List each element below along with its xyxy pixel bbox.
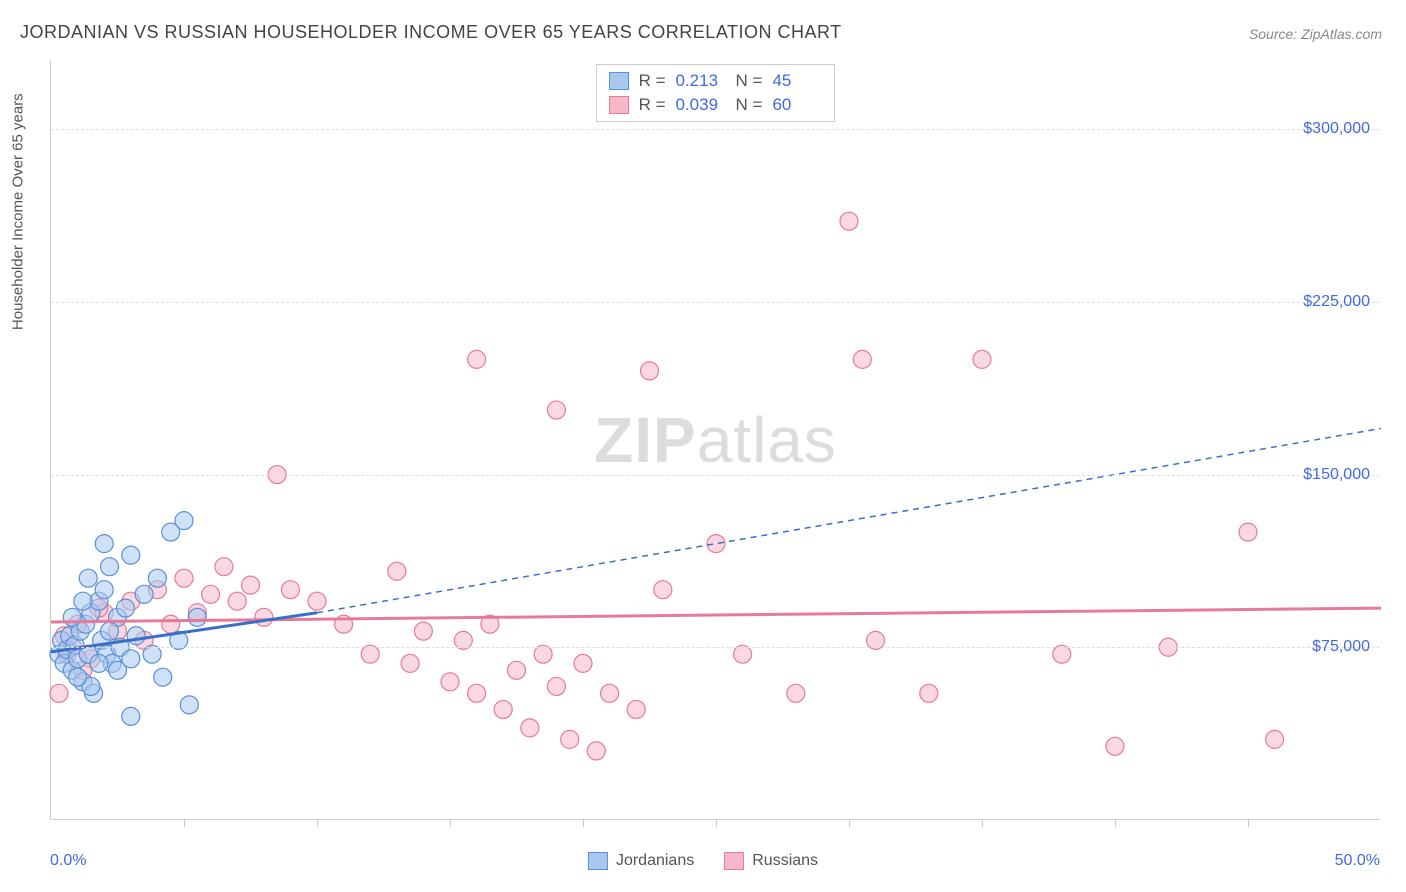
x-tick bbox=[583, 819, 584, 827]
legend-label-jordanians: Jordanians bbox=[616, 852, 694, 870]
x-tick bbox=[1115, 819, 1116, 827]
data-point bbox=[135, 585, 153, 603]
data-point bbox=[547, 677, 565, 695]
data-point bbox=[79, 569, 97, 587]
data-point bbox=[547, 401, 565, 419]
data-point bbox=[1106, 737, 1124, 755]
data-point bbox=[69, 668, 87, 686]
data-point bbox=[122, 650, 140, 668]
data-point bbox=[508, 661, 526, 679]
y-tick-label: $150,000 bbox=[1303, 466, 1370, 484]
data-point bbox=[920, 684, 938, 702]
data-point bbox=[441, 673, 459, 691]
chart-title: JORDANIAN VS RUSSIAN HOUSEHOLDER INCOME … bbox=[20, 22, 842, 43]
data-point bbox=[853, 350, 871, 368]
x-tick bbox=[716, 819, 717, 827]
data-point bbox=[162, 615, 180, 633]
data-point bbox=[641, 362, 659, 380]
y-tick-label: $75,000 bbox=[1312, 638, 1370, 656]
data-point bbox=[90, 654, 108, 672]
chart-svg bbox=[51, 60, 1380, 819]
x-tick bbox=[982, 819, 983, 827]
stats-box: R = 0.213 N = 45 R = 0.039 N = 60 bbox=[596, 64, 836, 122]
data-point bbox=[414, 622, 432, 640]
y-tick-label: $225,000 bbox=[1303, 293, 1370, 311]
data-point bbox=[122, 707, 140, 725]
data-point bbox=[242, 576, 260, 594]
data-point bbox=[116, 599, 134, 617]
data-point bbox=[308, 592, 326, 610]
data-point bbox=[188, 608, 206, 626]
data-point bbox=[95, 581, 113, 599]
data-point bbox=[707, 535, 725, 553]
trendline-russians bbox=[51, 608, 1381, 622]
data-point bbox=[50, 684, 68, 702]
data-point bbox=[95, 535, 113, 553]
data-point bbox=[654, 581, 672, 599]
legend-swatch-russians bbox=[724, 852, 744, 870]
data-point bbox=[561, 730, 579, 748]
x-axis-label-max: 50.0% bbox=[1335, 852, 1380, 870]
data-point bbox=[401, 654, 419, 672]
data-point bbox=[154, 668, 172, 686]
gridline bbox=[51, 129, 1380, 130]
data-point bbox=[574, 654, 592, 672]
x-tick bbox=[450, 819, 451, 827]
data-point bbox=[63, 608, 81, 626]
trendline-jordanians-dashed bbox=[317, 428, 1381, 612]
data-point bbox=[122, 546, 140, 564]
y-axis-label: Householder Income Over 65 years bbox=[10, 93, 27, 330]
x-tick bbox=[317, 819, 318, 827]
data-point bbox=[175, 512, 193, 530]
swatch-jordanians bbox=[609, 72, 629, 90]
data-point bbox=[175, 569, 193, 587]
data-point bbox=[1239, 523, 1257, 541]
stats-row-jordanians: R = 0.213 N = 45 bbox=[605, 69, 827, 93]
swatch-russians bbox=[609, 96, 629, 114]
data-point bbox=[127, 627, 145, 645]
gridline bbox=[51, 647, 1380, 648]
data-point bbox=[101, 622, 119, 640]
plot-area: ZIPatlas R = 0.213 N = 45 R = 0.039 N = … bbox=[50, 60, 1380, 820]
data-point bbox=[215, 558, 233, 576]
data-point bbox=[281, 581, 299, 599]
data-point bbox=[787, 684, 805, 702]
chart-container: JORDANIAN VS RUSSIAN HOUSEHOLDER INCOME … bbox=[0, 0, 1406, 892]
data-point bbox=[148, 569, 166, 587]
legend-item-russians: Russians bbox=[724, 852, 818, 870]
y-tick-label: $300,000 bbox=[1303, 120, 1370, 138]
data-point bbox=[388, 562, 406, 580]
data-point bbox=[494, 700, 512, 718]
source-attribution: Source: ZipAtlas.com bbox=[1249, 26, 1382, 42]
gridline bbox=[51, 475, 1380, 476]
data-point bbox=[521, 719, 539, 737]
legend-label-russians: Russians bbox=[752, 852, 818, 870]
data-point bbox=[101, 558, 119, 576]
data-point bbox=[601, 684, 619, 702]
legend-item-jordanians: Jordanians bbox=[588, 852, 694, 870]
x-tick bbox=[184, 819, 185, 827]
data-point bbox=[180, 696, 198, 714]
data-point bbox=[202, 585, 220, 603]
data-point bbox=[228, 592, 246, 610]
data-point bbox=[1266, 730, 1284, 748]
data-point bbox=[468, 684, 486, 702]
data-point bbox=[840, 212, 858, 230]
x-axis-label-min: 0.0% bbox=[50, 852, 86, 870]
x-tick bbox=[849, 819, 850, 827]
data-point bbox=[627, 700, 645, 718]
bottom-legend: Jordanians Russians bbox=[588, 852, 818, 870]
data-point bbox=[255, 608, 273, 626]
data-point bbox=[468, 350, 486, 368]
x-tick bbox=[1248, 819, 1249, 827]
data-point bbox=[973, 350, 991, 368]
legend-swatch-jordanians bbox=[588, 852, 608, 870]
gridline bbox=[51, 302, 1380, 303]
stats-row-russians: R = 0.039 N = 60 bbox=[605, 93, 827, 117]
data-point bbox=[74, 592, 92, 610]
data-point bbox=[587, 742, 605, 760]
